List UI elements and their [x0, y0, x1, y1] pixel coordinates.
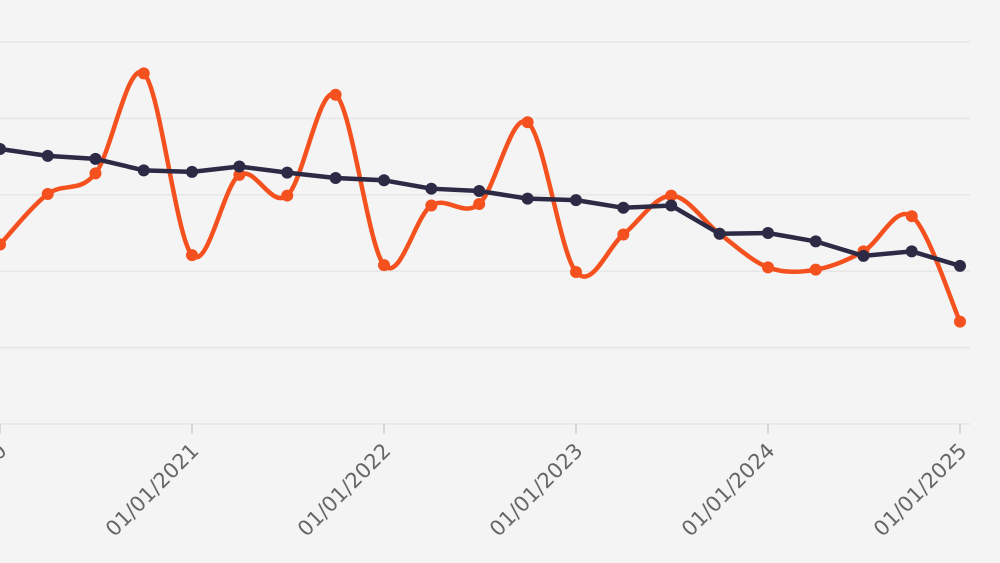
series-2-point: [762, 227, 774, 239]
series-2-point: [137, 164, 150, 177]
series-1: [0, 67, 966, 328]
x-tick-label: 01/01/2020: [0, 439, 12, 542]
series-1-point: [378, 259, 390, 272]
series-1-point: [137, 67, 150, 80]
x-tick-label: 01/01/2025: [869, 439, 972, 542]
series-2-point: [570, 194, 582, 207]
series-1-point: [809, 263, 822, 276]
series-2-point: [0, 142, 6, 155]
series-2-point: [233, 160, 246, 173]
series-2-point: [473, 184, 486, 197]
series-1-point: [665, 189, 678, 202]
series-1-point: [0, 238, 6, 251]
series-2-point: [617, 201, 630, 214]
series-2-point: [378, 174, 390, 187]
x-tick-label: 01/01/2024: [677, 439, 780, 542]
series-1-point: [329, 88, 342, 101]
series-1-point: [89, 167, 102, 180]
x-tick-label: 01/01/2022: [293, 439, 396, 542]
series-2-point: [281, 166, 294, 179]
series-1-point: [41, 188, 54, 201]
series-2-point: [665, 199, 678, 212]
series-1-point: [570, 265, 582, 278]
series-2-point: [425, 182, 438, 195]
series-2-point: [857, 249, 870, 262]
series-2-point: [89, 152, 102, 165]
series-2: [0, 142, 966, 272]
x-tick-label: 01/01/2023: [485, 439, 588, 542]
series-1-point: [281, 189, 294, 202]
series-2-point: [954, 259, 966, 272]
series-2-point: [905, 245, 918, 258]
series-1-point: [186, 249, 198, 262]
series-1-line: [0, 69, 963, 324]
series-2-point: [713, 227, 726, 240]
series-1-point: [425, 199, 438, 212]
series-1-point: [473, 197, 486, 210]
series-2-point: [186, 165, 198, 178]
x-axis: 01/01/2020 01/01/2021 01/01/2022 01/01/2023…: [0, 423, 972, 542]
series-2-point: [521, 192, 534, 205]
series-1-point: [954, 315, 966, 328]
series-layer: [0, 67, 966, 328]
series-1-point: [617, 228, 630, 241]
x-tick-label: 01/01/2021: [101, 439, 204, 542]
series-1-point: [905, 210, 918, 223]
series-1-point: [762, 261, 774, 274]
series-1-point: [233, 168, 246, 181]
series-2-point: [41, 149, 54, 162]
series-2-point: [809, 235, 822, 248]
series-1-point: [521, 116, 534, 129]
series-2-point: [329, 171, 342, 184]
